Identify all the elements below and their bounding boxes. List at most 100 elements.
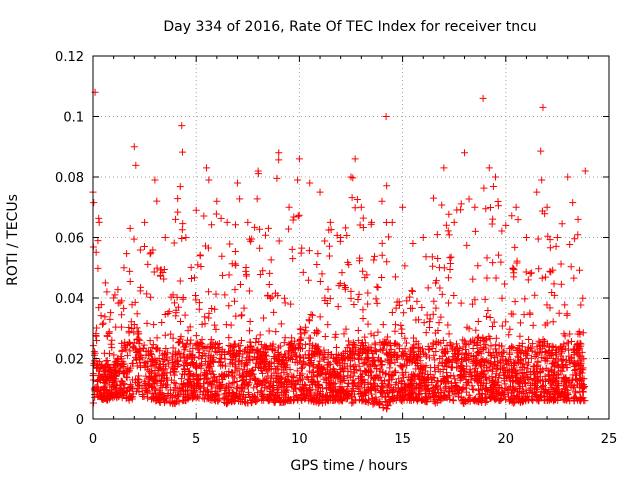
data-point [326,393,334,401]
data-point [270,396,278,404]
data-point [478,386,486,394]
data-point [126,224,134,232]
data-point [176,183,184,191]
data-point [486,335,494,343]
data-point [364,371,372,379]
data-point [562,385,570,393]
data-point [409,389,417,397]
data-point [429,310,437,318]
data-point [413,297,421,305]
data-point [135,387,143,395]
data-point [361,388,369,396]
data-point [425,354,433,362]
data-point [549,377,557,385]
data-point [378,361,386,369]
data-point [415,316,423,324]
data-point [373,365,381,373]
data-point [192,332,200,340]
data-point [212,290,220,298]
data-point [184,327,192,335]
data-point [242,359,250,367]
data-point [191,362,199,370]
data-point [231,286,239,294]
data-point [162,362,170,370]
data-point [448,358,456,366]
data-point [225,367,233,375]
data-point [256,331,264,339]
data-point [161,234,169,241]
data-point [379,368,387,376]
data-point [332,330,340,338]
data-point [403,339,411,347]
data-point [525,335,533,343]
data-point [542,273,550,281]
data-point [91,387,99,395]
data-point [523,393,531,401]
data-point [530,362,538,370]
data-point [316,313,324,321]
data-point [147,293,155,301]
data-point [474,378,482,386]
data-point [491,381,499,389]
data-point [224,347,232,355]
data-point [558,220,566,228]
data-point [421,397,429,405]
data-point [506,350,514,358]
data-point [447,341,455,349]
data-point [487,360,495,368]
data-point [132,345,140,353]
data-point [442,349,450,357]
data-point [445,231,453,239]
data-point [93,336,101,344]
data-point [150,321,158,329]
data-point [498,227,506,235]
data-point [481,373,489,381]
data-point [310,398,318,406]
data-point [136,336,144,344]
data-point [110,294,118,302]
data-point [356,257,364,265]
data-point [232,261,240,269]
data-point [252,339,260,347]
data-point [359,223,367,231]
data-point [330,367,338,375]
data-point [490,361,498,369]
data-point [425,346,433,354]
data-point [324,285,332,293]
data-point [99,320,107,328]
data-point [516,319,524,327]
data-point [112,381,120,389]
data-point [343,231,351,239]
data-point [294,176,302,184]
data-point [562,356,570,364]
data-point [156,398,164,406]
data-point [575,328,583,336]
data-point [409,287,417,295]
data-point [227,355,235,363]
data-point [499,349,507,357]
data-point [444,321,452,329]
data-point [264,224,272,232]
data-point [539,103,547,111]
data-point [355,362,363,370]
data-point [367,330,375,338]
data-point [359,306,367,314]
data-point [262,231,270,239]
data-point [457,368,465,376]
data-point [549,318,557,326]
data-point [557,280,565,288]
data-point [198,320,206,328]
data-point [368,390,376,398]
data-point [398,325,406,333]
data-point [105,381,113,389]
data-point [161,331,169,339]
data-point [546,244,554,252]
data-point [225,342,233,350]
data-point [573,381,581,389]
data-point [128,384,136,392]
data-point [225,302,233,310]
data-point [415,383,423,391]
data-point [504,386,512,394]
data-point [544,349,552,357]
data-point [547,268,555,276]
